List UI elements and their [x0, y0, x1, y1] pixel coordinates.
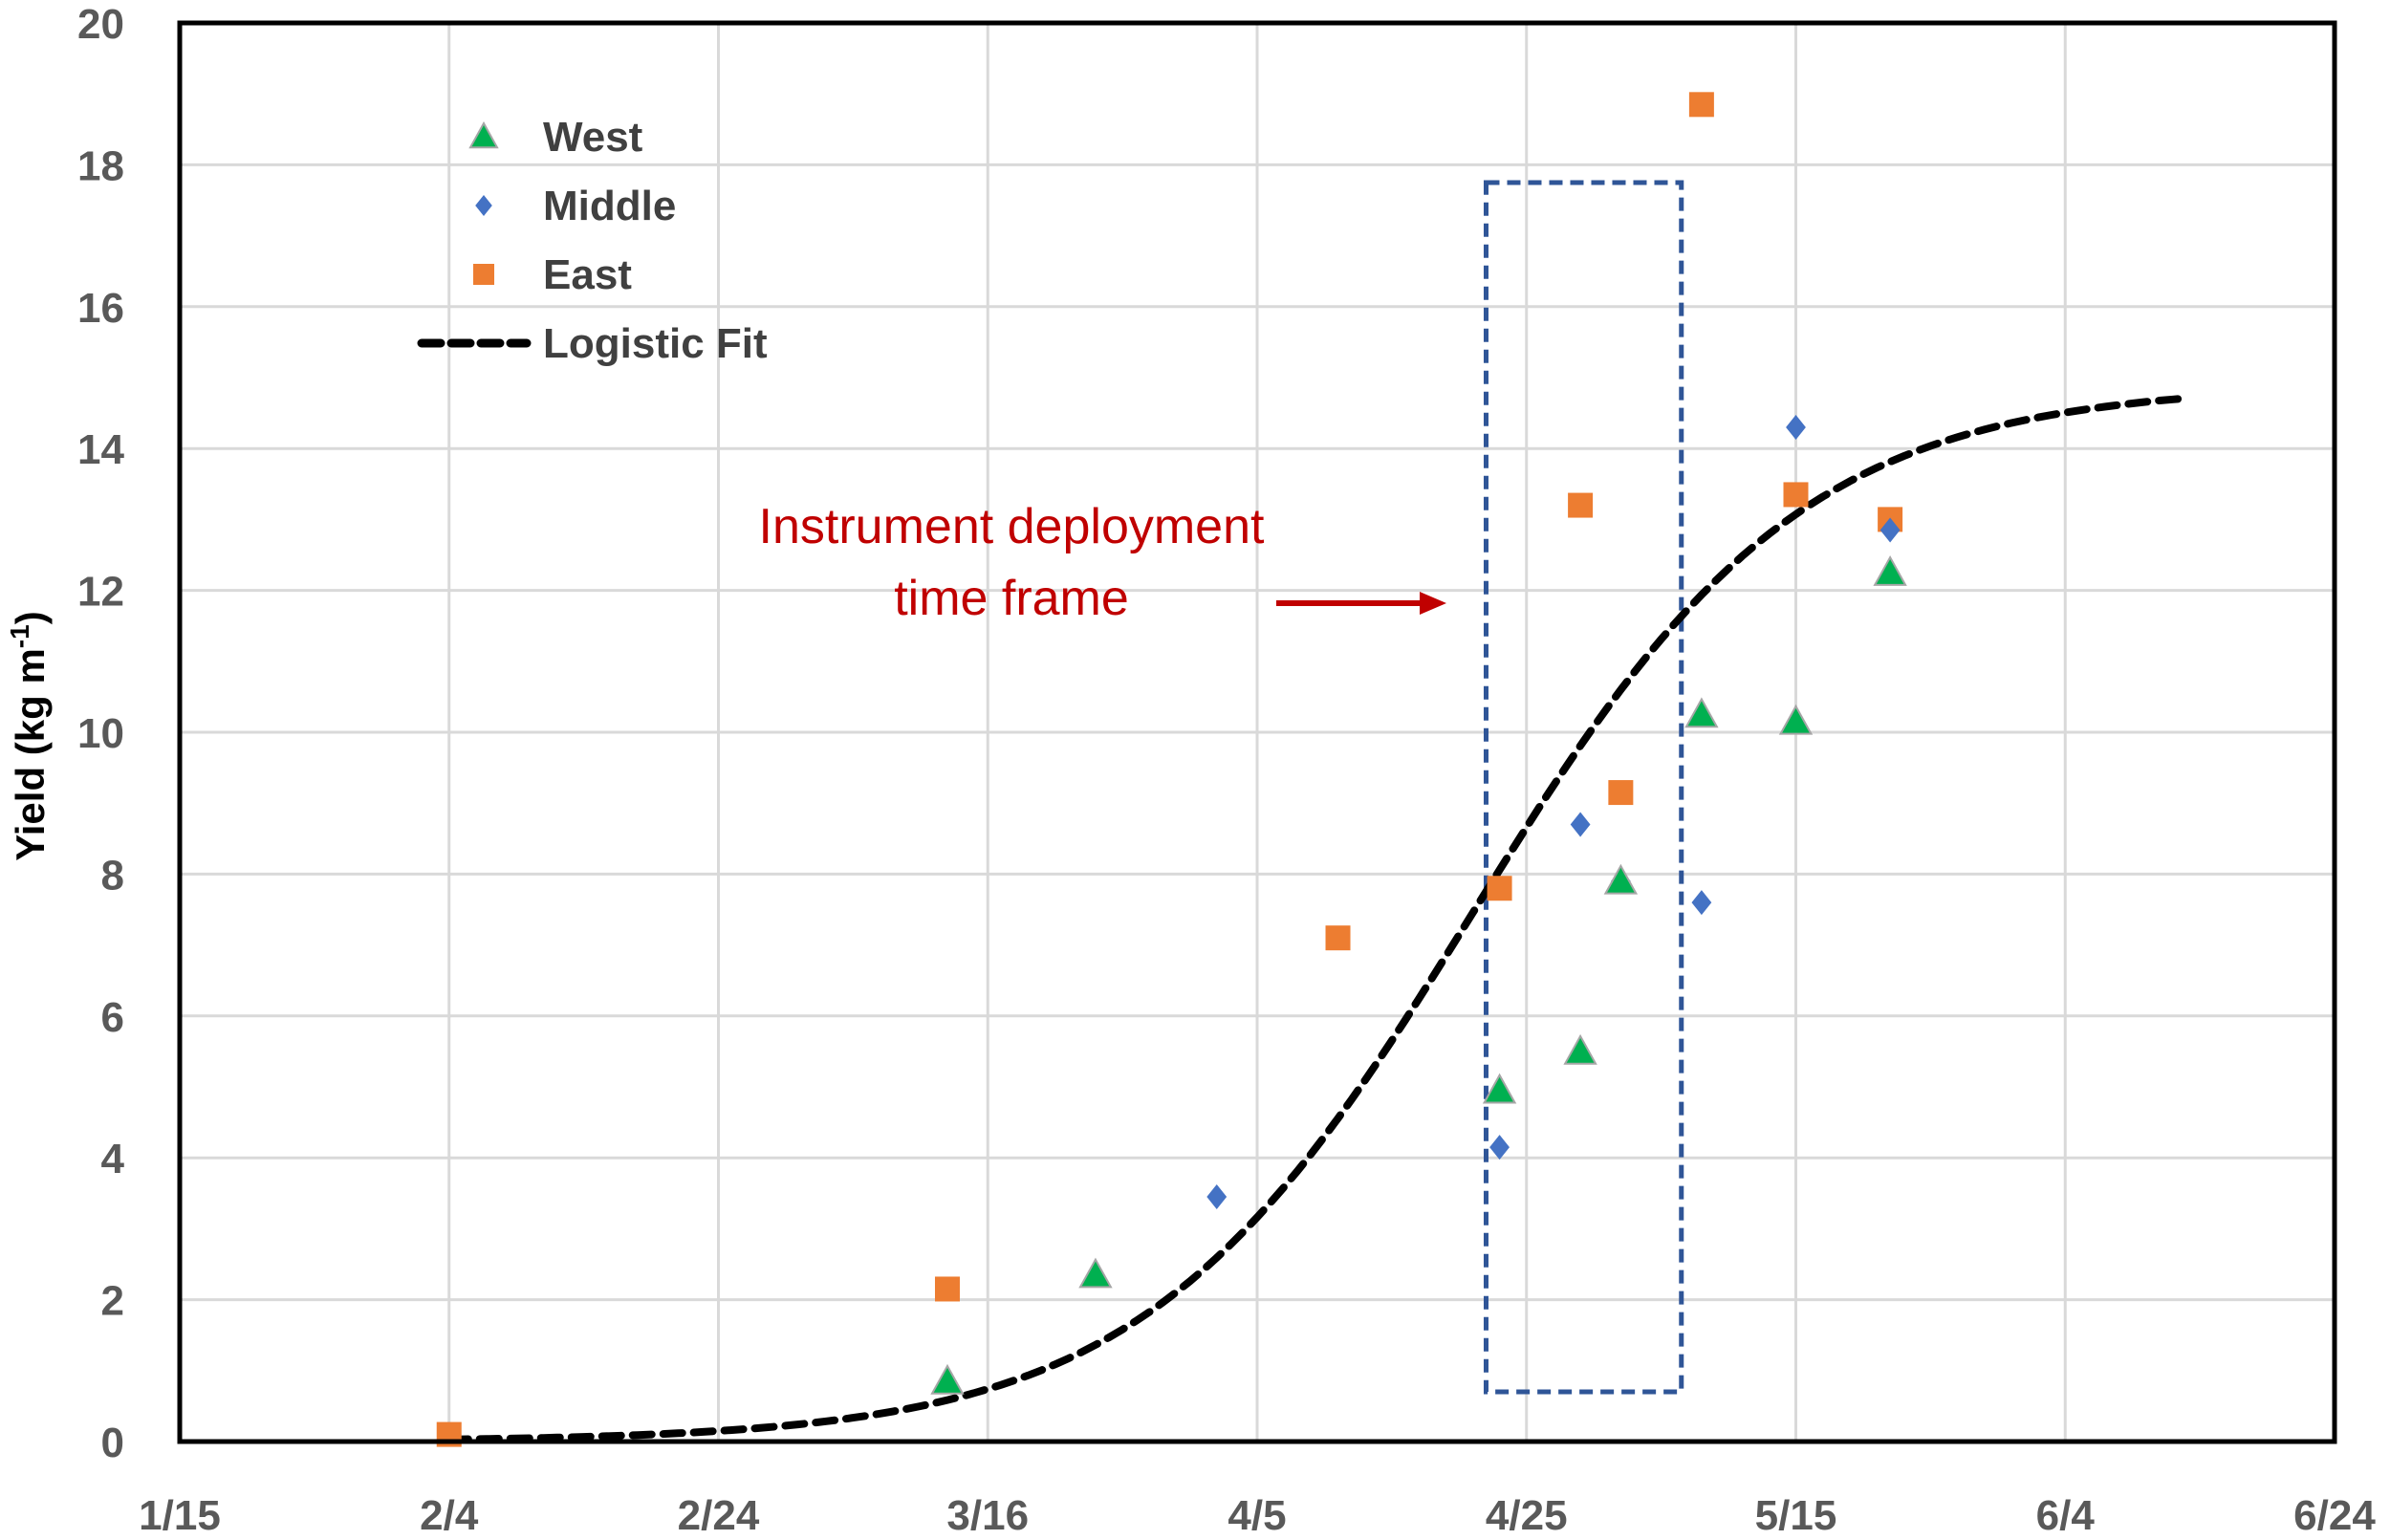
annotation-line-1: Instrument deployment	[759, 499, 1265, 554]
y-tick-label: 0	[101, 1420, 124, 1466]
y-axis-label: Yield (kg m-1)	[5, 611, 53, 860]
legend-label: Logistic Fit	[543, 320, 768, 367]
x-tick-label: 2/4	[420, 1492, 479, 1539]
x-tick-label: 3/16	[946, 1492, 1029, 1539]
x-tick-label: 6/4	[2036, 1492, 2096, 1539]
east-point	[1487, 876, 1512, 901]
west-point	[1482, 1073, 1517, 1104]
middle-legend-icon	[475, 195, 492, 216]
y-tick-label: 10	[77, 710, 124, 757]
east-point	[1688, 92, 1714, 118]
east-point	[934, 1276, 960, 1302]
middle-point	[1570, 812, 1591, 837]
x-axis-ticks: 1/15 2/4 2/24 3/16 4/5 4/25 5/15 6/4 6/24	[139, 1492, 2376, 1539]
legend-label: East	[543, 251, 632, 298]
x-tick-label: 5/15	[1755, 1492, 1837, 1539]
middle-point	[1489, 1135, 1510, 1160]
y-tick-label: 12	[77, 569, 124, 616]
y-tick-label: 18	[77, 142, 124, 189]
y-tick-label: 20	[77, 1, 124, 48]
data-points	[436, 92, 1907, 1447]
west-point	[1563, 1033, 1597, 1065]
west-point	[1078, 1257, 1113, 1289]
east-point	[1608, 780, 1634, 806]
y-tick-label: 14	[77, 426, 124, 473]
plot-area-border	[177, 20, 2337, 1444]
y-tick-label: 8	[101, 852, 124, 899]
west-point	[1684, 697, 1719, 728]
west-point	[1778, 704, 1814, 735]
west-legend-icon	[468, 120, 499, 149]
x-tick-label: 2/24	[678, 1492, 760, 1539]
legend-label: Middle	[543, 183, 676, 229]
y-tick-label: 6	[101, 994, 124, 1041]
legend: West Middle East Logistic Fit	[417, 114, 768, 367]
east-legend-icon	[473, 264, 494, 285]
legend-label: West	[543, 114, 643, 161]
x-tick-label: 4/25	[1486, 1492, 1568, 1539]
middle-point	[1879, 517, 1901, 543]
middle-point	[1786, 414, 1806, 440]
y-tick-label: 2	[101, 1278, 124, 1325]
west-point	[930, 1363, 965, 1395]
arrow-right-icon	[1276, 592, 1446, 615]
y-tick-label: 4	[101, 1136, 125, 1182]
logistic-fit-curve	[445, 394, 2190, 1443]
west-point	[1873, 554, 1907, 586]
y-tick-label: 16	[77, 285, 124, 332]
east-point	[1568, 492, 1594, 518]
deployment-dashed-box	[1483, 180, 1684, 1395]
annotation-line-2: time frame	[894, 571, 1129, 626]
middle-point	[1206, 1184, 1228, 1210]
x-tick-label: 6/24	[2293, 1492, 2376, 1539]
x-tick-label: 1/15	[139, 1492, 221, 1539]
x-tick-label: 4/5	[1228, 1492, 1286, 1539]
west-point	[1603, 863, 1639, 895]
gridlines	[178, 21, 2336, 1443]
y-axis-ticks: 0 2 4 6 8 10 12 14 16 18 20	[77, 1, 124, 1466]
annotation: Instrument deployment time frame	[759, 499, 1446, 626]
east-point	[1325, 925, 1351, 951]
east-point	[1783, 482, 1809, 508]
middle-point	[1691, 890, 1712, 916]
